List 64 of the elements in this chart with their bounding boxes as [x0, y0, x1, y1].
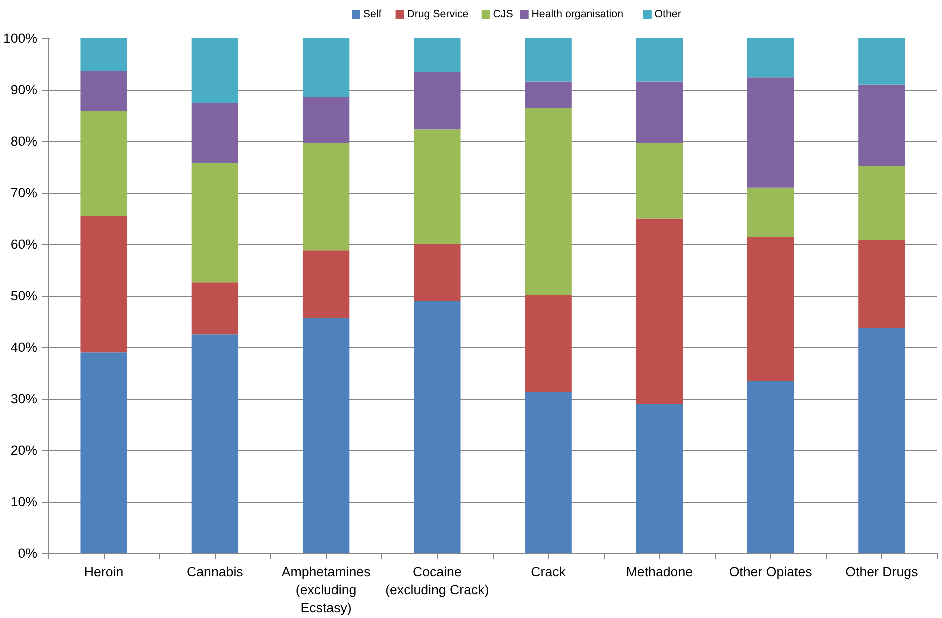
- y-tick-label: 70%: [10, 186, 38, 200]
- bar: [858, 166, 906, 240]
- bar: [192, 334, 239, 554]
- bar: [525, 392, 572, 554]
- bar: [302, 38, 350, 98]
- bar: [80, 71, 128, 112]
- bar: [747, 237, 794, 381]
- bar: [747, 78, 794, 188]
- bar: [80, 352, 128, 554]
- y-tick-label: 50%: [10, 288, 38, 304]
- bar: [414, 38, 461, 72]
- bar: [858, 240, 906, 328]
- bar: [414, 130, 461, 244]
- bar: [80, 111, 128, 216]
- legend-label: Drug Service: [407, 8, 469, 20]
- bar: [192, 163, 239, 283]
- y-tick-label: 100%: [3, 31, 38, 46]
- y-tick-label: 90%: [10, 82, 38, 98]
- y-tick-label: 80%: [10, 134, 38, 149]
- bar: [80, 38, 128, 72]
- bar: [414, 72, 461, 130]
- bar: [858, 84, 906, 166]
- bar: [525, 294, 572, 392]
- y-tick-label: 0%: [18, 546, 38, 561]
- bar: [636, 143, 684, 219]
- x-tick-label: Cocaine (excluding Crack): [386, 564, 490, 598]
- bar: [302, 144, 350, 251]
- bar: [525, 108, 572, 295]
- bar: [525, 82, 572, 108]
- bar: [302, 250, 350, 318]
- bar: [192, 103, 239, 164]
- x-tick-label: Other Opiates: [729, 564, 813, 580]
- x-tick-label: Methadone: [626, 564, 694, 580]
- y-tick-label: 30%: [10, 392, 38, 406]
- bar: [192, 282, 239, 335]
- bar: [414, 244, 461, 302]
- bar: [858, 328, 906, 554]
- legend-label: Health organisation: [532, 8, 624, 20]
- bar: [636, 38, 684, 82]
- x-tick-label: Crack: [531, 564, 566, 580]
- bar: [525, 38, 572, 82]
- y-tick-label: 10%: [10, 494, 38, 510]
- bar: [302, 97, 350, 144]
- bar: [80, 216, 128, 353]
- x-tick-label: Cannabis: [187, 564, 244, 580]
- legend-label: Other: [654, 8, 682, 20]
- bar: [192, 38, 239, 104]
- bar: [747, 38, 794, 78]
- bar: [636, 218, 684, 404]
- bar: [636, 82, 684, 144]
- bar: [858, 38, 906, 85]
- x-tick-label: Amphetamines (excluding Ecstasy): [282, 564, 372, 616]
- bar: [636, 404, 684, 554]
- bar: [414, 301, 461, 554]
- x-tick-label: Heroin: [84, 564, 124, 580]
- bar: [747, 188, 794, 238]
- legend-label: Self: [363, 8, 382, 20]
- y-tick-label: 60%: [10, 237, 38, 252]
- y-tick-label: 20%: [10, 443, 38, 458]
- legend-label: CJS: [493, 8, 514, 20]
- bar: [747, 380, 794, 554]
- x-tick-label: Other Drugs: [846, 564, 919, 580]
- y-tick-label: 40%: [10, 340, 38, 355]
- bar: [302, 318, 350, 554]
